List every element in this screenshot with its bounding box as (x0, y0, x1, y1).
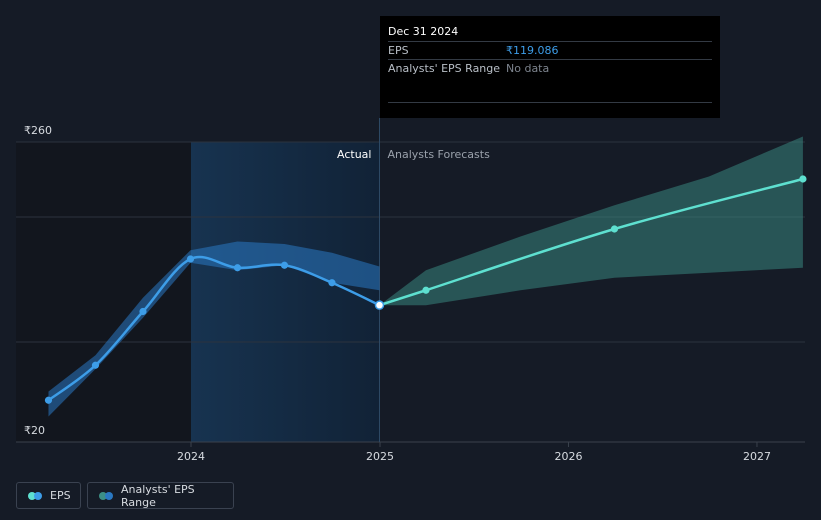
data-point-0-4 (233, 264, 242, 272)
tooltip-eps-value: ₹119.086 (506, 44, 559, 57)
tooltip-range-label: Analysts' EPS Range (388, 62, 501, 75)
actual-region (191, 142, 380, 442)
x-tick-label-0: 2024 (177, 450, 205, 463)
data-point-1-2 (610, 225, 619, 233)
tooltip-range-value: No data (506, 62, 550, 75)
legend-range-label: Analysts' EPS Range (121, 482, 195, 509)
data-point-1-3 (799, 175, 807, 183)
legend-range-button[interactable]: Analysts' EPS Range (87, 482, 234, 509)
y-tick-label-bottom: ₹20 (24, 424, 45, 437)
forecast-label: Analysts Forecasts (387, 148, 490, 161)
eps-range-band-forecast (379, 136, 803, 306)
tooltip-eps-row: EPS ₹119.086 (388, 41, 712, 59)
hover-tooltip: Dec 31 2024 EPS ₹119.086 Analysts' EPS R… (380, 16, 720, 118)
data-point-0-6 (328, 279, 336, 287)
eps-legend-icon (28, 491, 44, 501)
tooltip-date: Dec 31 2024 (388, 25, 459, 38)
data-point-0-5 (280, 261, 289, 269)
actual-label: Actual (337, 148, 371, 161)
data-point-0-2 (139, 307, 147, 316)
eps-range-band-historical (48, 241, 380, 417)
data-point-0-1 (91, 361, 100, 369)
data-point-1-0 (374, 300, 385, 310)
y-tick-label-top: ₹260 (24, 124, 52, 137)
x-tick-label-3: 2027 (743, 450, 771, 463)
data-point-1-1 (422, 286, 430, 294)
legend-eps-button[interactable]: EPS (16, 482, 81, 509)
data-point-0-3 (186, 255, 195, 263)
data-point-0-0 (44, 396, 53, 404)
x-tick-label-1: 2025 (366, 450, 394, 463)
series-line-0 (47, 255, 381, 402)
legend-eps-label: EPS (50, 489, 71, 502)
series-line-1 (379, 177, 804, 307)
range-legend-icon (99, 491, 115, 501)
tooltip-divider (388, 102, 712, 103)
tooltip-range-row: Analysts' EPS Range No data (388, 59, 712, 77)
x-tick-label-2: 2026 (554, 450, 582, 463)
tooltip-eps-label: EPS (388, 44, 409, 57)
